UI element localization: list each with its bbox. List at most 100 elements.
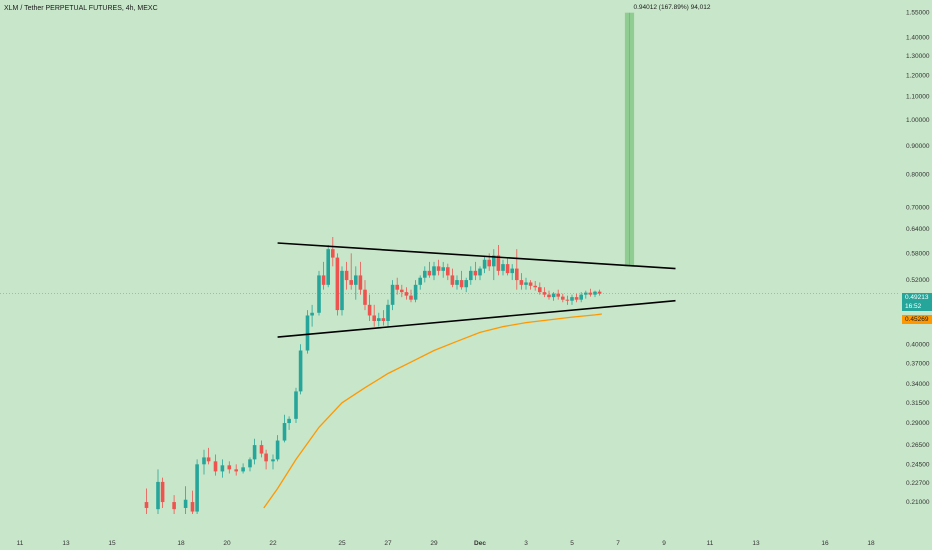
candle-body (579, 294, 583, 300)
x-tick-label: 11 (707, 540, 714, 547)
y-tick-label: 1.20000 (906, 72, 930, 79)
candle-body (202, 457, 206, 465)
candle (409, 289, 413, 303)
y-tick-label: 0.26500 (906, 442, 930, 449)
candle (413, 280, 418, 303)
candle (473, 261, 478, 281)
candle (501, 259, 505, 276)
candle (584, 290, 588, 299)
candle-body (538, 287, 542, 293)
candles-group (144, 237, 602, 514)
candle-body (427, 270, 432, 276)
candle-body (183, 499, 188, 508)
candle (561, 293, 565, 303)
candle-body (335, 257, 340, 311)
candle-body (551, 293, 556, 298)
candle-body (241, 467, 245, 472)
candle (515, 249, 519, 290)
candle-body (404, 292, 409, 296)
y-tick-label: 1.30000 (906, 53, 930, 60)
candle-body (275, 440, 280, 460)
candle-body (367, 304, 372, 316)
candle-body (469, 270, 473, 281)
candle-body (206, 457, 211, 462)
candle-body (515, 268, 519, 281)
candle-body (547, 294, 551, 298)
candle-body (317, 275, 321, 313)
candle-body (264, 453, 268, 462)
candle-body (282, 423, 287, 441)
candle (441, 261, 445, 278)
candle (436, 259, 441, 276)
x-tick-label: 13 (62, 540, 70, 547)
candle (183, 486, 188, 514)
candle-body (446, 267, 450, 276)
candle (455, 275, 459, 290)
candle-body (160, 481, 165, 503)
candle-body (496, 255, 501, 271)
y-tick-label: 0.22700 (906, 480, 930, 487)
x-tick-label: 13 (752, 540, 760, 547)
candle (469, 266, 473, 285)
candle-body (363, 289, 367, 305)
candle (588, 288, 593, 297)
candle (395, 277, 399, 295)
candle-body (593, 291, 597, 295)
candle-body (190, 502, 195, 512)
candle (298, 344, 303, 395)
candle-body (487, 259, 491, 267)
candle (294, 387, 298, 424)
candle (206, 447, 211, 465)
last-price-value: 0.49213 (905, 294, 929, 301)
candle-body (344, 270, 349, 281)
candle (275, 435, 280, 462)
y-axis: 0.21000 0.22700 0.24500 0.26500 0.29000 0.315… (906, 10, 930, 506)
candle (519, 273, 524, 290)
x-tick-label: 16 (821, 540, 829, 547)
plot-area (0, 0, 900, 530)
candle (423, 266, 427, 283)
candle-body (326, 249, 330, 285)
candle (556, 289, 560, 300)
candle-body (395, 284, 399, 290)
x-tick-label: 7 (616, 540, 620, 547)
candle (354, 266, 358, 300)
candle-body (542, 292, 547, 295)
candle (404, 287, 409, 300)
candle-body (271, 459, 275, 462)
y-tick-label: 0.40000 (906, 341, 930, 348)
candle-body (519, 280, 524, 285)
x-tick-label: Dec (474, 540, 486, 547)
candle-body (144, 502, 149, 508)
y-tick-label: 0.31500 (906, 400, 930, 407)
candle-body (455, 280, 459, 285)
candle-body (588, 292, 593, 295)
candle (547, 290, 551, 300)
candle (528, 280, 533, 290)
candle-body (570, 297, 574, 301)
candle-body (478, 268, 482, 276)
candle (400, 284, 404, 298)
candle (264, 449, 268, 470)
candle-body (584, 292, 588, 295)
y-tick-label: 0.64000 (906, 226, 930, 233)
upper-trendline (277, 242, 676, 270)
candle (478, 266, 482, 281)
candle (505, 257, 510, 276)
candle (372, 304, 376, 327)
candle (432, 261, 436, 281)
candle (363, 280, 367, 311)
x-tick-label: 11 (17, 540, 24, 547)
candle-body (473, 270, 478, 276)
candle (172, 495, 176, 514)
candle (570, 294, 574, 305)
candle (160, 477, 165, 508)
y-tick-label: 0.34000 (906, 381, 930, 388)
candle (144, 488, 149, 514)
candle-body (464, 280, 468, 288)
candle-body (556, 293, 560, 297)
y-tick-label: 1.55000 (906, 10, 930, 17)
candle (349, 253, 353, 290)
